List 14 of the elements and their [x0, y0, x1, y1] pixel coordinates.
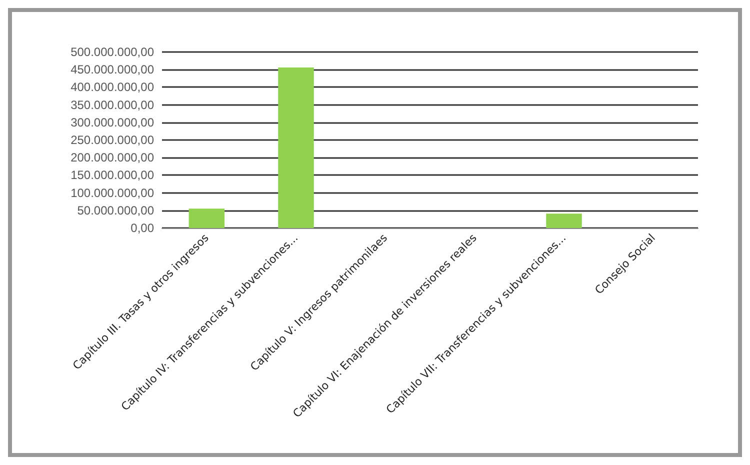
y-tick-label: 100.000.000,00 [70, 186, 154, 200]
bar [188, 208, 225, 228]
y-tick-label: 150.000.000,00 [70, 168, 154, 182]
bar [278, 67, 314, 228]
y-tick-label: 350.000.000,00 [70, 98, 154, 112]
y-tick-label: 300.000.000,00 [70, 115, 154, 130]
y-tick-label: 0,00 [130, 221, 154, 235]
y-tick-label: 200.000.000,00 [70, 150, 154, 165]
bar [546, 214, 582, 228]
y-tick-label: 250.000.000,00 [70, 133, 154, 147]
y-tick-label: 500.000.000,00 [70, 45, 154, 59]
y-tick-label: 400.000.000,00 [70, 80, 154, 94]
y-tick-label: 450.000.000,00 [70, 62, 154, 77]
y-tick-label: 50.000.000,00 [77, 203, 154, 218]
